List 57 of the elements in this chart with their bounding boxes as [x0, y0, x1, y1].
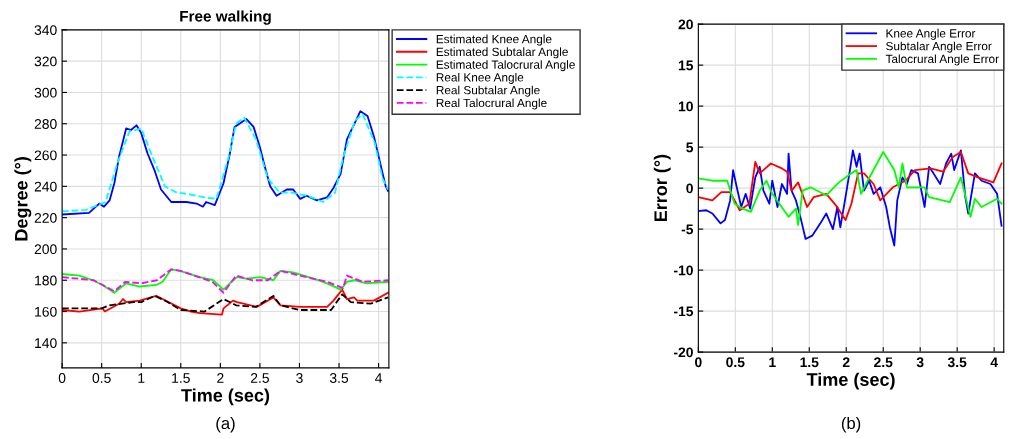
y-tick-label: 260 [34, 150, 57, 161]
x-tick-label: 1 [769, 357, 776, 367]
x-tick-label: 3 [296, 373, 303, 383]
y-tick-label: -5 [681, 224, 694, 235]
x-axis-title: Time (sec) [806, 372, 895, 390]
x-tick-label: 0 [695, 357, 702, 368]
x-tick-label: 2.5 [874, 357, 893, 368]
y-tick-label: 180 [35, 275, 57, 286]
legend-label: Estimated Knee Angle [436, 34, 552, 46]
y-axis-title: Degree (°) [14, 157, 32, 241]
x-tick-label: 3.5 [947, 357, 967, 368]
x-tick-label: 4 [375, 373, 383, 383]
x-tick-label: 0.5 [92, 373, 111, 383]
y-tick-label: 200 [34, 244, 57, 255]
y-tick-label: 340 [34, 25, 57, 36]
legend-label: Real Knee Angle [436, 72, 524, 84]
x-tick-label: 3 [916, 357, 924, 368]
line-series [698, 149, 1003, 247]
y-tick-label: 240 [34, 181, 57, 192]
y-tick-label: -10 [673, 265, 693, 276]
y-tick-label: -20 [673, 347, 693, 358]
legend-label: Talocrural Angle Error [885, 54, 999, 66]
x-tick-label: 2 [217, 373, 224, 383]
x-tick-label: 2 [842, 357, 850, 367]
line-series [62, 268, 389, 294]
y-tick-label: 10 [678, 101, 693, 112]
y-tick-label: 20 [678, 19, 693, 30]
legend-label: Estimated Talocrural Angle [436, 60, 575, 72]
legend-label: Estimated Subtalar Angle [436, 47, 568, 59]
x-tick-label: 4 [990, 357, 998, 367]
x-tick-label: 0 [58, 373, 66, 383]
y-tick-label: 140 [35, 338, 57, 349]
y-tick-label: 0 [686, 183, 693, 194]
legend-label: Knee Angle Error [886, 28, 976, 40]
legend-label: Subtalar Angle Error [886, 41, 992, 53]
y-tick-label: 280 [34, 119, 57, 129]
x-tick-label: 1.5 [800, 357, 819, 368]
y-tick-label: 220 [34, 212, 57, 223]
y-tick-label: -15 [673, 306, 694, 317]
y-tick-label: 5 [686, 142, 694, 153]
text: (b) [841, 416, 861, 433]
text: (a) [216, 416, 235, 433]
x-tick-label: 3.5 [329, 373, 349, 383]
x-tick-label: 1 [138, 373, 145, 383]
legend-label: Real Subtalar Angle [436, 85, 540, 97]
y-tick-label: 160 [35, 306, 57, 317]
y-tick-label: 320 [34, 56, 57, 67]
line-series [62, 288, 389, 316]
x-tick-label: 1.5 [172, 373, 190, 383]
x-tick-label: 0.5 [726, 357, 745, 368]
y-axis-title: Error (°) [653, 154, 671, 222]
x-tick-label: 2.5 [250, 373, 269, 383]
y-tick-label: 15 [678, 60, 694, 71]
x-axis-title: Time (sec) [181, 388, 270, 406]
chart-title: Free walking [180, 10, 271, 25]
legend-label: Real Talocrural Angle [436, 98, 547, 110]
y-tick-label: 300 [34, 87, 57, 98]
